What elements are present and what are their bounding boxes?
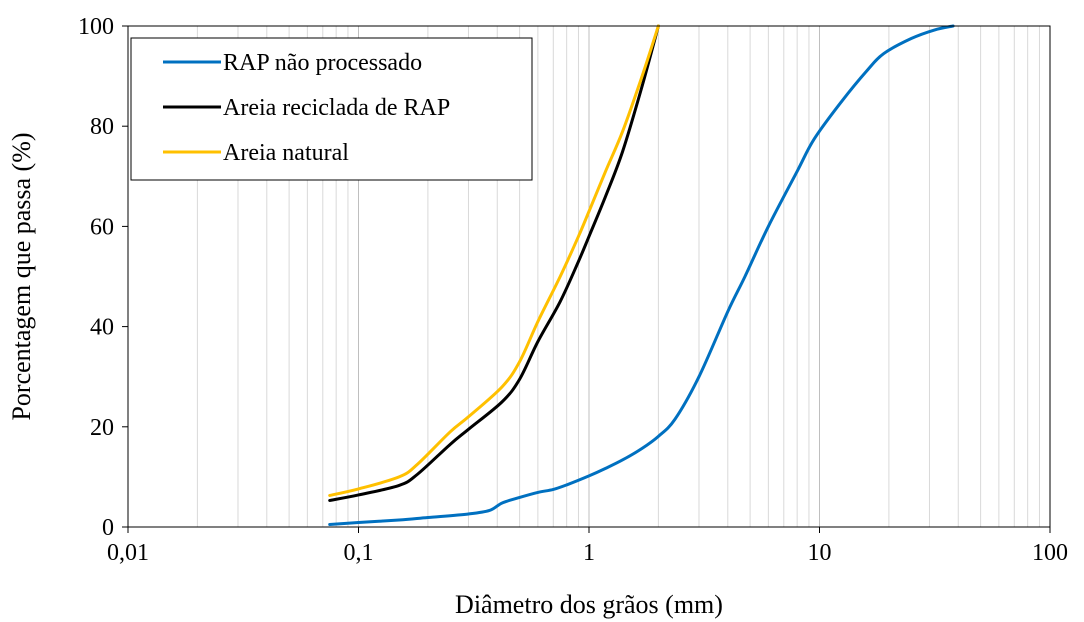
series-line-areia-reciclada-de-rap bbox=[328, 24, 660, 502]
y-tick-label: 60 bbox=[90, 214, 114, 240]
y-tick-label: 40 bbox=[90, 315, 114, 341]
y-tick-label: 100 bbox=[78, 14, 114, 40]
legend-label: RAP não processado bbox=[223, 50, 422, 76]
x-tick-label: 0,1 bbox=[344, 540, 374, 566]
series-line-rap-nao-processado bbox=[328, 24, 955, 526]
y-tick-label: 20 bbox=[90, 415, 114, 441]
series-layer bbox=[328, 24, 955, 526]
legend-label: Areia reciclada de RAP bbox=[223, 95, 450, 121]
legend-label: Areia natural bbox=[223, 140, 349, 166]
y-tick-label: 0 bbox=[102, 515, 114, 541]
x-tick-label: 0,01 bbox=[107, 540, 149, 566]
x-tick-label: 100 bbox=[1032, 540, 1068, 566]
legend: RAP não processado Areia reciclada de RAP… bbox=[130, 37, 533, 181]
x-axis-title: Diâmetro dos grãos (mm) bbox=[455, 590, 723, 619]
x-tick-label: 1 bbox=[583, 540, 595, 566]
y-axis-title: Porcentagem que passa (%) bbox=[7, 132, 36, 420]
series-line-areia-natural bbox=[328, 24, 660, 497]
ticks-layer: 0,01 0,1 1 10 100 0 20 40 60 80 100 bbox=[78, 14, 1068, 566]
x-tick-label: 10 bbox=[808, 540, 832, 566]
y-tick-label: 80 bbox=[90, 114, 114, 140]
